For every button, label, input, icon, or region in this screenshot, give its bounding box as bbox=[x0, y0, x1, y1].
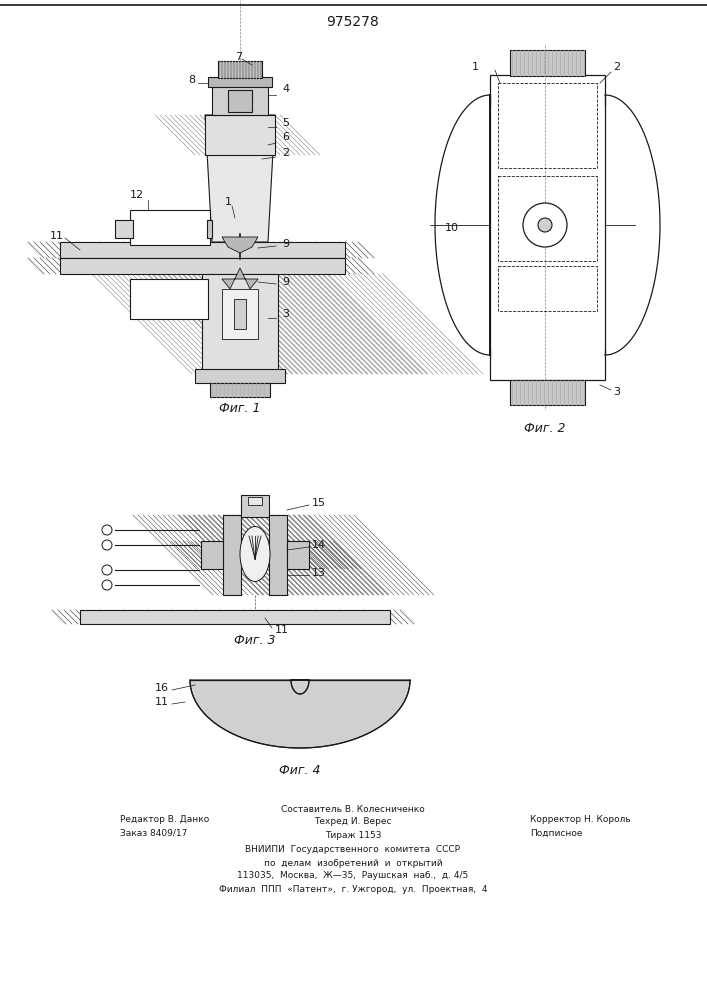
Bar bbox=[115, 220, 133, 238]
Text: 1: 1 bbox=[225, 197, 232, 207]
Bar bbox=[498, 176, 597, 261]
Bar bbox=[498, 83, 597, 168]
Bar bbox=[205, 115, 275, 155]
Text: 6: 6 bbox=[282, 132, 289, 142]
Bar bbox=[80, 610, 390, 624]
Bar bbox=[510, 50, 585, 76]
Text: Подписное: Подписное bbox=[530, 828, 583, 838]
Bar bbox=[222, 289, 258, 339]
Text: 11: 11 bbox=[50, 231, 64, 241]
Circle shape bbox=[523, 203, 567, 247]
Bar bbox=[201, 541, 223, 569]
Text: 8: 8 bbox=[188, 75, 195, 85]
Text: по  делам  изобретений  и  открытий: по делам изобретений и открытий bbox=[264, 858, 443, 867]
Text: Фиг. 2: Фиг. 2 bbox=[525, 422, 566, 434]
Text: Фиг. 3: Фиг. 3 bbox=[234, 634, 276, 647]
Bar bbox=[498, 266, 597, 311]
Text: 10: 10 bbox=[445, 223, 459, 233]
Bar bbox=[228, 90, 252, 112]
Bar bbox=[202, 274, 278, 374]
Polygon shape bbox=[190, 680, 410, 748]
Text: ВНИИПИ  Государственного  комитета  СССР: ВНИИПИ Государственного комитета СССР bbox=[245, 846, 460, 854]
Ellipse shape bbox=[240, 526, 270, 582]
Bar bbox=[223, 515, 241, 595]
Bar bbox=[241, 495, 269, 517]
Bar bbox=[218, 61, 262, 78]
Text: Техред И. Верес: Техред И. Верес bbox=[314, 818, 392, 826]
Text: Редактор В. Данко: Редактор В. Данко bbox=[120, 816, 209, 824]
Text: 15: 15 bbox=[312, 498, 326, 508]
Text: 5: 5 bbox=[282, 118, 289, 128]
Bar bbox=[234, 299, 246, 329]
Text: 2: 2 bbox=[613, 62, 620, 72]
Bar bbox=[269, 515, 287, 595]
Text: 1: 1 bbox=[472, 62, 479, 72]
Bar bbox=[248, 497, 262, 505]
Bar bbox=[60, 242, 345, 258]
Bar bbox=[510, 380, 585, 405]
Bar bbox=[208, 77, 272, 87]
Text: 14: 14 bbox=[312, 540, 326, 550]
Text: 2: 2 bbox=[282, 148, 289, 158]
Text: 12: 12 bbox=[130, 190, 144, 200]
Polygon shape bbox=[222, 237, 258, 253]
Text: Заказ 8409/17: Заказ 8409/17 bbox=[120, 828, 187, 838]
Text: 11: 11 bbox=[155, 697, 169, 707]
Text: 11: 11 bbox=[275, 625, 289, 635]
Circle shape bbox=[102, 540, 112, 550]
Text: Тираж 1153: Тираж 1153 bbox=[325, 830, 381, 840]
Circle shape bbox=[102, 580, 112, 590]
Text: 9: 9 bbox=[282, 239, 289, 249]
Text: 7: 7 bbox=[235, 52, 242, 62]
Circle shape bbox=[538, 218, 552, 232]
Circle shape bbox=[102, 525, 112, 535]
Text: 13: 13 bbox=[312, 568, 326, 578]
Text: 3: 3 bbox=[282, 309, 289, 319]
Bar bbox=[130, 279, 208, 319]
Text: Корректор Н. Король: Корректор Н. Король bbox=[530, 816, 631, 824]
Bar bbox=[195, 369, 285, 383]
Text: 4: 4 bbox=[282, 84, 289, 94]
Bar bbox=[60, 258, 345, 274]
Circle shape bbox=[102, 565, 112, 575]
Text: 113035,  Москва,  Ж—35,  Раушская  наб.,  д. 4/5: 113035, Москва, Ж—35, Раушская наб., д. … bbox=[238, 871, 469, 880]
Text: Филиал  ППП  «Патент»,  г. Ужгород,  ул.  Проектная,  4: Филиал ППП «Патент», г. Ужгород, ул. Про… bbox=[218, 884, 487, 894]
Bar bbox=[490, 75, 605, 380]
Polygon shape bbox=[205, 115, 275, 242]
Text: 3: 3 bbox=[613, 387, 620, 397]
Bar bbox=[130, 210, 210, 245]
Text: Фиг. 4: Фиг. 4 bbox=[279, 764, 321, 776]
Bar bbox=[287, 541, 309, 569]
Bar bbox=[212, 85, 268, 115]
Text: Фиг. 1: Фиг. 1 bbox=[219, 402, 261, 416]
Text: 16: 16 bbox=[155, 683, 169, 693]
Text: 975278: 975278 bbox=[327, 15, 380, 29]
Text: 9: 9 bbox=[282, 277, 289, 287]
Bar bbox=[207, 220, 212, 238]
Polygon shape bbox=[222, 268, 258, 289]
Text: Составитель В. Колесниченко: Составитель В. Колесниченко bbox=[281, 806, 425, 814]
Bar bbox=[210, 383, 270, 397]
